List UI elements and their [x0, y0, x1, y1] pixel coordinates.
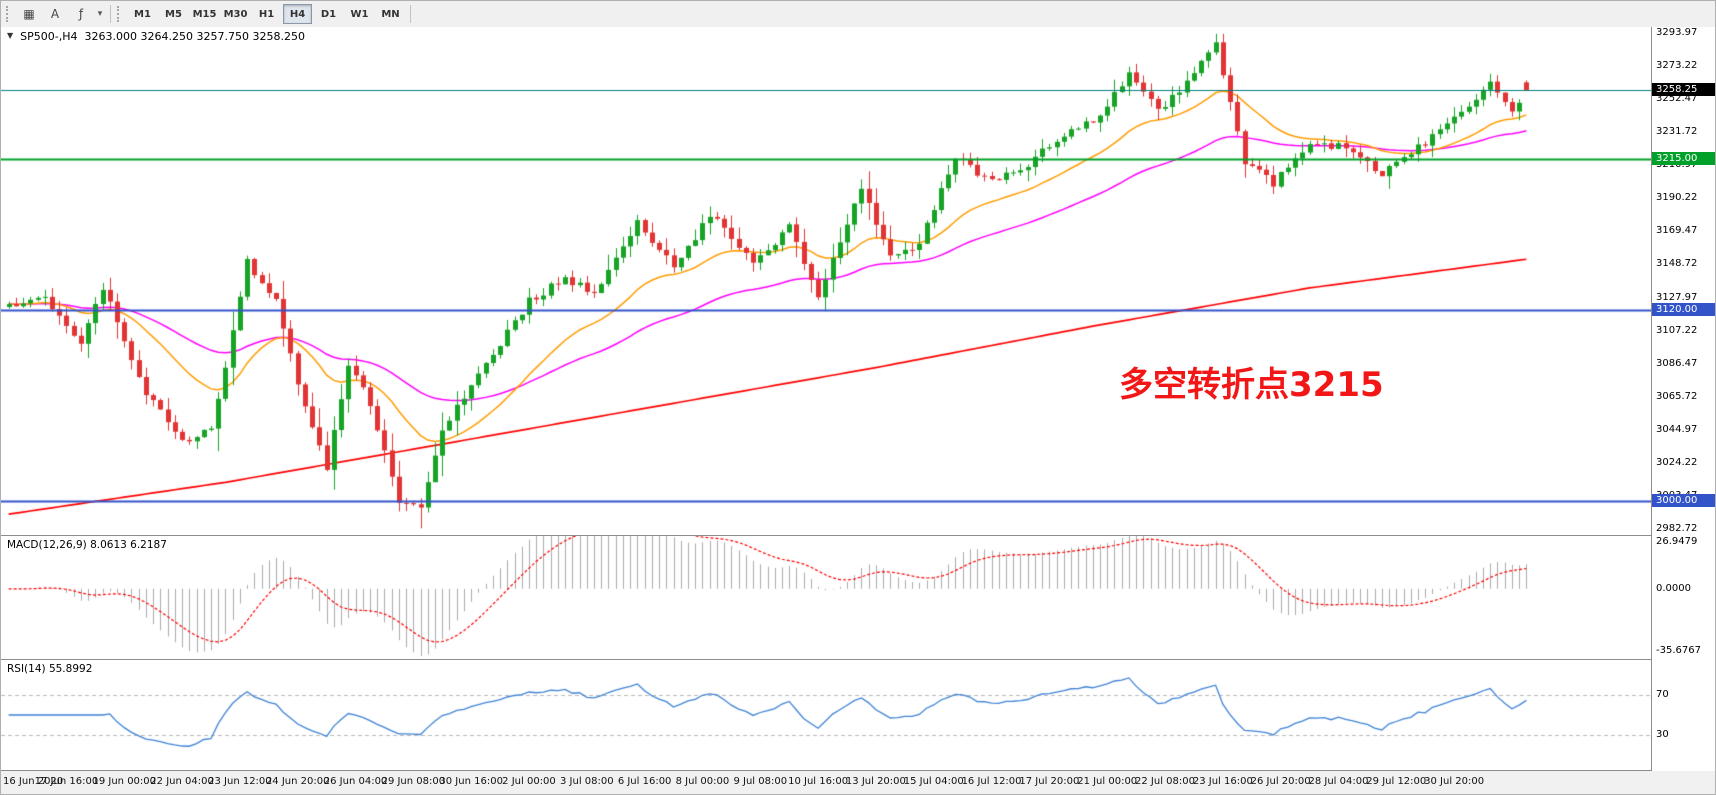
- chart-type-icon[interactable]: ▦: [23, 7, 35, 21]
- price-tick-label: 3065.72: [1656, 390, 1698, 402]
- timeframe-button-w1[interactable]: W1: [350, 8, 369, 20]
- time-axis-label: 23 Jul 16:00: [1192, 776, 1253, 787]
- time-axis-label: 24 Jun 20:00: [265, 776, 330, 787]
- timeframe-button-h4[interactable]: H4: [283, 4, 312, 24]
- pane-separator[interactable]: [1, 659, 1715, 660]
- time-axis-label: 17 Jun 16:00: [34, 776, 99, 787]
- time-axis-label: 29 Jun 08:00: [381, 776, 446, 787]
- price-tick-label: 3127.97: [1656, 291, 1698, 303]
- annotation-text[interactable]: 多空转折点3215: [1119, 365, 1384, 405]
- price-tick-label: 3107.22: [1656, 324, 1698, 336]
- rsi-axis-label: 30: [1656, 729, 1669, 741]
- chart-area: ▼ SP500-,H4 3263.000 3264.250 3257.750 3…: [1, 27, 1715, 794]
- time-axis-label: 23 Jun 12:00: [208, 776, 272, 787]
- time-axis-label: 26 Jul 20:00: [1250, 776, 1311, 787]
- time-axis-label: 16 Jun 2020: [3, 776, 64, 787]
- time-axis-label: 22 Jun 04:00: [150, 776, 214, 787]
- time-axis-label: 8 Jul 00:00: [675, 776, 730, 787]
- time-axis-label: 3 Jul 08:00: [560, 776, 614, 787]
- price-badge: 3258.25: [1652, 82, 1715, 96]
- time-axis-label: 15 Jul 04:00: [903, 776, 964, 787]
- chart-collapse-icon[interactable]: ▼: [7, 31, 14, 40]
- time-axis-label: 13 Jul 20:00: [845, 776, 906, 787]
- rsi-label: RSI(14) 55.8992: [7, 663, 93, 675]
- price-tick-label: 3169.47: [1656, 225, 1698, 237]
- timeframe-button-m1[interactable]: M1: [134, 8, 151, 20]
- price-badge: 3000.00: [1652, 494, 1715, 508]
- price-scale[interactable]: 3293.973273.223252.473231.723210.973190.…: [1651, 27, 1715, 771]
- main-chart-canvas[interactable]: [1, 27, 1653, 535]
- timeframe-button-m5[interactable]: M5: [165, 8, 182, 20]
- time-axis-label: 22 Jul 08:00: [1135, 776, 1195, 787]
- macd-axis-label: -35.6767: [1656, 644, 1701, 656]
- toolbar-grip[interactable]: [6, 6, 11, 22]
- time-axis-label: 21 Jul 00:00: [1077, 776, 1138, 787]
- macd-label: MACD(12,26,9) 8.0613 6.2187: [7, 539, 167, 551]
- price-tick-label: 3190.22: [1656, 192, 1698, 204]
- indicators-icon[interactable]: ƒ: [78, 7, 84, 21]
- price-badge: 3120.00: [1652, 303, 1715, 317]
- toolbar-grip[interactable]: [117, 6, 122, 22]
- macd-axis-label: 26.9479: [1656, 535, 1698, 547]
- timeframe-button-m15[interactable]: M15: [192, 8, 217, 20]
- price-tick-label: 3273.22: [1656, 60, 1698, 72]
- price-tick-label: 3252.47: [1656, 93, 1698, 105]
- toolbar-separator: [110, 5, 111, 23]
- price-tick-label: 3293.97: [1656, 27, 1698, 38]
- price-tick-label: 3024.22: [1656, 456, 1698, 468]
- time-axis-label: 26 Jun 04:00: [323, 776, 388, 787]
- time-axis[interactable]: 16 Jun 2020 17 Jun 16:00 19 Jun 00:00 22 Ju…: [1, 771, 1715, 794]
- time-axis-label: 16 Jul 12:00: [961, 776, 1022, 787]
- time-axis-label: 28 Jul 04:00: [1308, 776, 1369, 787]
- macd-pane-canvas[interactable]: [1, 536, 1653, 659]
- timeframe-button-m30[interactable]: M30: [223, 8, 248, 20]
- time-axis-label: 29 Jul 12:00: [1366, 776, 1427, 787]
- rsi-axis-label: 70: [1656, 688, 1669, 700]
- timeframe-button-mn[interactable]: MN: [381, 8, 400, 20]
- symbol-period-label: SP500-,H4: [20, 30, 78, 43]
- time-axis-label: 30 Jul 20:00: [1424, 776, 1485, 787]
- ohlc-values: 3263.000 3264.250 3257.750 3258.250: [84, 30, 305, 43]
- price-tick-label: 2982.72: [1656, 523, 1698, 534]
- time-axis-label: 10 Jul 16:00: [788, 776, 849, 787]
- time-axis-label: 9 Jul 08:00: [733, 776, 788, 787]
- price-badge: 3215.00: [1652, 151, 1715, 165]
- pane-separator[interactable]: [1, 535, 1715, 536]
- toolbar-separator: [410, 5, 411, 23]
- price-tick-label: 3044.97: [1656, 423, 1698, 435]
- pane-separator: [1, 770, 1715, 771]
- time-axis-label: 30 Jun 16:00: [439, 776, 503, 787]
- text-label-icon[interactable]: A: [50, 7, 60, 21]
- price-tick-label: 3086.47: [1656, 357, 1698, 369]
- timeframe-button-d1[interactable]: D1: [320, 8, 337, 20]
- macd-axis-label: 0.0000: [1656, 582, 1691, 594]
- price-tick-label: 3231.72: [1656, 126, 1698, 138]
- time-axis-label: 19 Jun 00:00: [92, 776, 157, 787]
- timeframe-button-h1[interactable]: H1: [258, 8, 275, 20]
- indicators-dropdown-icon[interactable]: ▾: [97, 9, 103, 19]
- price-tick-label: 3148.72: [1656, 258, 1698, 270]
- time-axis-label: 17 Jul 20:00: [1019, 776, 1080, 787]
- time-axis-label: 2 Jul 00:00: [502, 776, 556, 787]
- rsi-pane-canvas[interactable]: [1, 660, 1653, 770]
- time-axis-label: 6 Jul 16:00: [617, 776, 672, 787]
- chart-header: ▼ SP500-,H4 3263.000 3264.250 3257.750 3…: [7, 30, 305, 43]
